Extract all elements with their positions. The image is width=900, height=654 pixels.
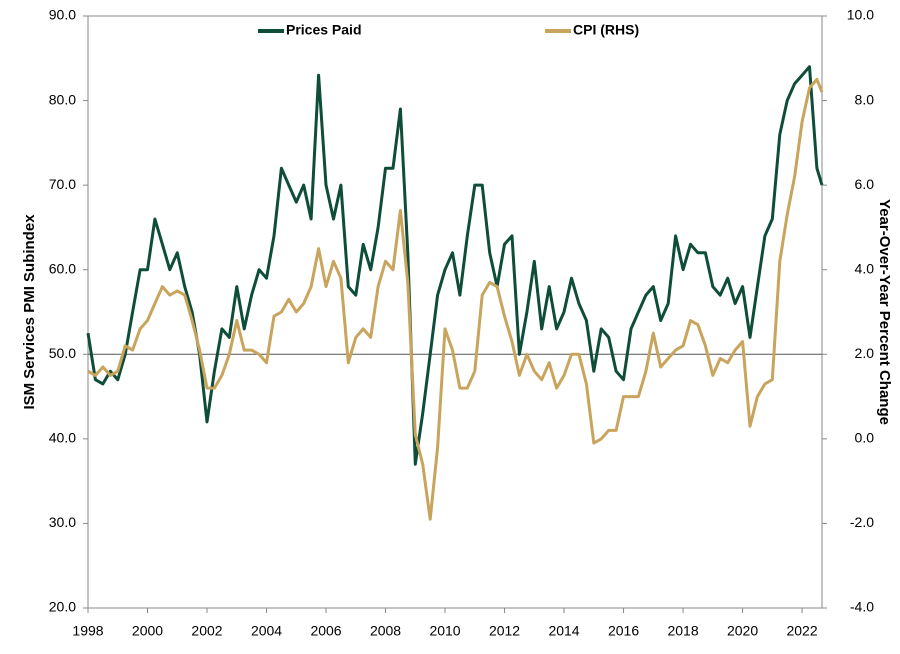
x-tick-label: 2006 <box>310 623 341 639</box>
y-tick-label: 70.0 <box>49 176 76 192</box>
y2-tick-label: 4.0 <box>855 260 875 276</box>
legend-label: CPI (RHS) <box>573 22 639 38</box>
x-tick-label: 2014 <box>548 623 579 639</box>
x-tick-label: 2000 <box>132 623 163 639</box>
x-tick-label: 2008 <box>370 623 401 639</box>
y-tick-label: 60.0 <box>49 260 76 276</box>
x-tick-label: 2018 <box>667 623 698 639</box>
y-tick-label: 20.0 <box>49 599 76 615</box>
x-tick-label: 2002 <box>191 623 222 639</box>
x-tick-label: 1998 <box>72 623 103 639</box>
series-line <box>86 65 824 466</box>
x-tick-label: 2022 <box>786 623 817 639</box>
y-axis-title: ISM Services PMI Subindex <box>21 214 38 410</box>
series-line <box>87 77 824 521</box>
y2-tick-label: 8.0 <box>855 91 875 107</box>
x-tick-label: 2020 <box>727 623 758 639</box>
y2-tick-label: 0.0 <box>855 430 875 446</box>
y2-tick-label: 2.0 <box>855 345 875 361</box>
y-tick-label: 30.0 <box>49 514 76 530</box>
x-tick-label: 2004 <box>251 623 282 639</box>
y-tick-label: 90.0 <box>49 7 76 23</box>
y-tick-label: 80.0 <box>49 91 76 107</box>
x-tick-label: 2016 <box>608 623 639 639</box>
y2-tick-label: 10.0 <box>847 7 874 23</box>
legend-label: Prices Paid <box>286 22 362 38</box>
plot-frame <box>87 15 823 609</box>
y-tick-label: 40.0 <box>49 430 76 446</box>
x-tick-label: 2012 <box>489 623 520 639</box>
y2-axis-title: Year-Over-Year Percent Change <box>876 199 893 425</box>
y2-tick-label: -4.0 <box>850 599 874 615</box>
y-tick-label: 50.0 <box>49 345 76 361</box>
y2-tick-label: 6.0 <box>855 176 875 192</box>
y2-tick-label: -2.0 <box>850 514 874 530</box>
x-tick-label: 2010 <box>429 623 460 639</box>
